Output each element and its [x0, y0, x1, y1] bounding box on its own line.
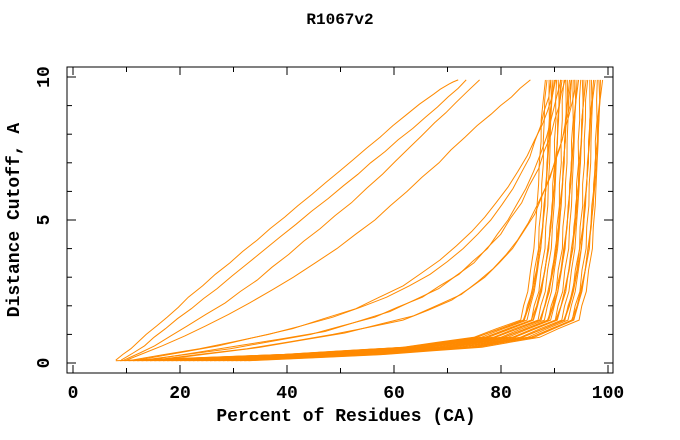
chart-title: R1067v2: [306, 11, 373, 29]
x-axis-label: Percent of Residues (CA): [216, 407, 475, 427]
curve-model-05: [131, 79, 552, 361]
y-tick-label: 0: [35, 358, 55, 369]
x-tick-label: 80: [490, 384, 512, 404]
curve-model-41: [244, 79, 601, 362]
curve-model-13: [124, 79, 550, 362]
y-axis-label: Distance Cutoff, A: [5, 123, 25, 318]
curve-model-31: [201, 79, 584, 362]
curve-model-03: [123, 79, 480, 361]
y-tick-label: 10: [35, 66, 55, 88]
curve-model-19: [149, 79, 561, 362]
curve-model-02: [120, 79, 467, 361]
curve-model-17: [141, 79, 558, 362]
curve-model-30: [197, 79, 582, 362]
x-tick-label: 20: [169, 384, 191, 404]
curves-group: [115, 79, 604, 362]
ticks-group: [67, 67, 613, 373]
curve-model-14: [128, 79, 552, 362]
curve-model-08: [147, 79, 566, 361]
curve-model-04: [126, 79, 531, 361]
curve-model-12: [120, 79, 548, 362]
y-tick-label: 5: [35, 215, 55, 226]
tick-labels-group: 0 20 40 60 80 100 0 5 10: [35, 66, 624, 404]
curve-model-20: [154, 79, 563, 362]
curve-model-07: [142, 79, 562, 361]
curve-model-28: [188, 79, 578, 362]
x-tick-label: 40: [276, 384, 298, 404]
curve-model-18: [145, 79, 560, 362]
curve-model-27: [184, 79, 577, 362]
curve-model-22: [162, 79, 567, 362]
curve-model-25: [175, 79, 572, 362]
curve-model-42: [248, 79, 604, 362]
curve-model-26: [179, 79, 574, 362]
x-tick-label: 60: [383, 384, 405, 404]
x-tick-label: 0: [68, 384, 79, 404]
x-tick-label: 100: [592, 384, 624, 404]
curve-model-01: [115, 79, 459, 361]
curve-model-06: [137, 79, 557, 361]
